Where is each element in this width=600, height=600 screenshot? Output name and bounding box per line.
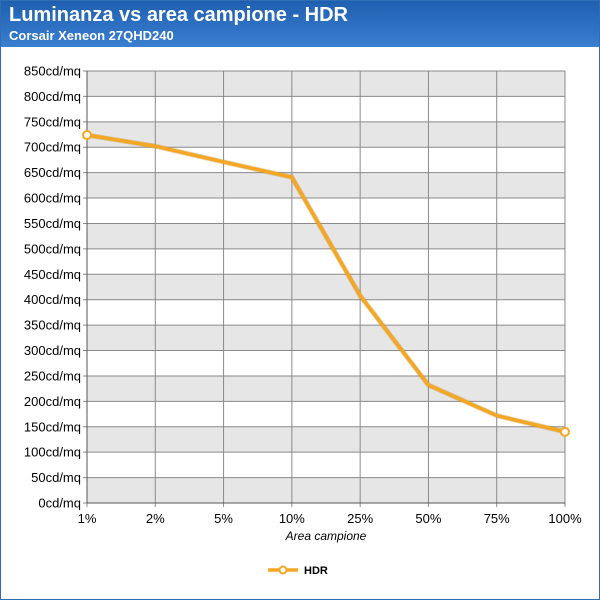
data-point-marker — [82, 130, 92, 141]
y-tick-label: 400cd/mq — [24, 292, 81, 307]
y-axis-ticks: 0cd/mq 50cd/mq 100cd/mq 150cd/mq 200cd/mq 250… — [24, 64, 81, 511]
grid-band — [87, 71, 565, 97]
grid-band — [87, 477, 565, 503]
y-tick-label: 450cd/mq — [24, 267, 81, 282]
grid-band — [87, 375, 565, 402]
y-tick-label: 750cd/mq — [24, 114, 81, 129]
grid-band — [87, 121, 565, 148]
data-point-marker — [560, 426, 570, 437]
y-tick-label: 350cd/mq — [24, 318, 81, 333]
chart-title: Luminanza vs area campione - HDR — [9, 4, 348, 26]
x-axis-label: Area campione — [285, 529, 367, 543]
y-tick-label: 100cd/mq — [24, 445, 81, 460]
y-tick-label: 200cd/mq — [24, 394, 81, 409]
x-tick-label: 25% — [347, 511, 373, 526]
x-tick-label: 100% — [548, 511, 582, 526]
y-tick-label: 550cd/mq — [24, 216, 81, 231]
y-tick-label: 850cd/mq — [24, 64, 81, 79]
y-tick-label: 600cd/mq — [24, 191, 81, 206]
y-tick-label: 800cd/mq — [24, 89, 81, 104]
y-tick-label: 150cd/mq — [24, 419, 81, 434]
y-tick-label: 300cd/mq — [24, 343, 81, 358]
x-axis-ticks: 1% 2% 5% 10% 25% 50% 75% 100% — [78, 511, 582, 526]
x-tick-label: 2% — [146, 511, 165, 526]
y-tick-label: 50cd/mq — [31, 470, 81, 485]
chart-header: Luminanza vs area campione - HDR Corsair… — [1, 1, 599, 47]
series-layer — [82, 130, 570, 437]
grid-band — [87, 172, 565, 199]
x-tick-label: 5% — [214, 511, 233, 526]
legend: HDR — [268, 565, 328, 577]
x-tick-label: 10% — [279, 511, 305, 526]
legend-marker-hdr — [278, 565, 288, 575]
series-line-hdr — [86, 133, 566, 434]
y-tick-label: 700cd/mq — [24, 140, 81, 155]
y-tick-label: 500cd/mq — [24, 241, 81, 256]
grid-band — [87, 325, 565, 351]
grid-band — [87, 426, 565, 453]
chart-subtitle: Corsair Xeneon 27QHD240 — [9, 28, 174, 43]
y-tick-label: 650cd/mq — [24, 165, 81, 180]
y-tick-label: 250cd/mq — [24, 368, 81, 383]
x-tick-label: 50% — [415, 511, 441, 526]
x-tick-label: 75% — [484, 511, 510, 526]
y-tick-label: 0cd/mq — [38, 496, 81, 511]
legend-label-hdr: HDR — [304, 565, 328, 577]
grid-band — [87, 274, 565, 300]
plot-bands — [87, 71, 565, 503]
x-tick-label: 1% — [78, 511, 97, 526]
plot-grid — [83, 70, 566, 507]
